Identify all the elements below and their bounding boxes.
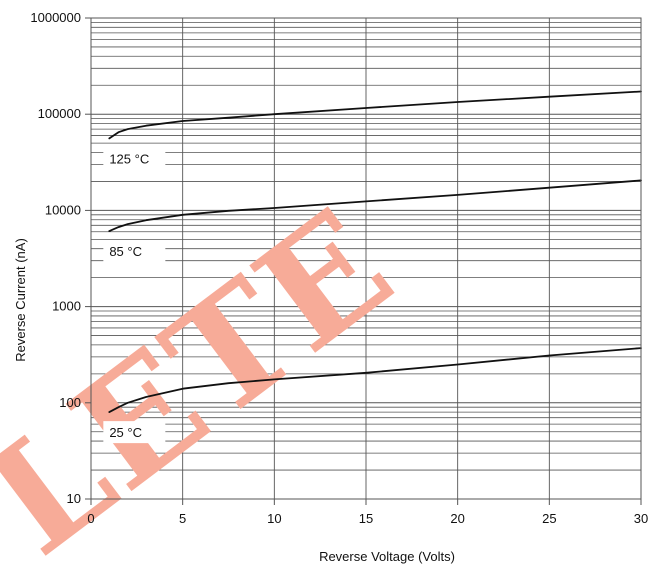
y-tick-label: 10 <box>67 491 81 506</box>
series-line <box>108 347 642 414</box>
y-axis-title: Reverse Current (nA) <box>13 238 28 362</box>
x-axis-title: Reverse Voltage (Volts) <box>319 549 455 564</box>
x-tick-label: 30 <box>634 511 648 526</box>
x-tick-label: 20 <box>450 511 464 526</box>
y-tick-label: 100 <box>59 395 81 410</box>
y-tick-label: 1000 <box>52 299 81 314</box>
series-label: 25 °C <box>109 425 142 440</box>
series-lines <box>108 90 642 414</box>
series-labels: 125 °C 85 °C 25 °C <box>103 147 166 444</box>
series-label-box <box>103 421 166 444</box>
x-tick-label: 5 <box>179 511 186 526</box>
series-label: 85 °C <box>109 244 142 259</box>
x-tick-label: 15 <box>359 511 373 526</box>
x-tick-label: 25 <box>542 511 556 526</box>
grid <box>90 18 642 500</box>
series-line <box>108 179 642 233</box>
axes: 10 100 1000 10000 100000 1000000 0 5 10 15 20 25 30 <box>30 10 648 526</box>
series-label-box <box>103 147 166 170</box>
x-tick-label: 10 <box>267 511 281 526</box>
y-tick-label: 100000 <box>38 106 81 121</box>
series-line <box>108 90 642 140</box>
y-tick-label: 10000 <box>45 202 81 217</box>
x-tick-label: 0 <box>87 511 94 526</box>
y-tick-label: 1000000 <box>30 10 81 25</box>
series-label: 125 °C <box>109 151 149 166</box>
series-label-box <box>103 240 166 263</box>
